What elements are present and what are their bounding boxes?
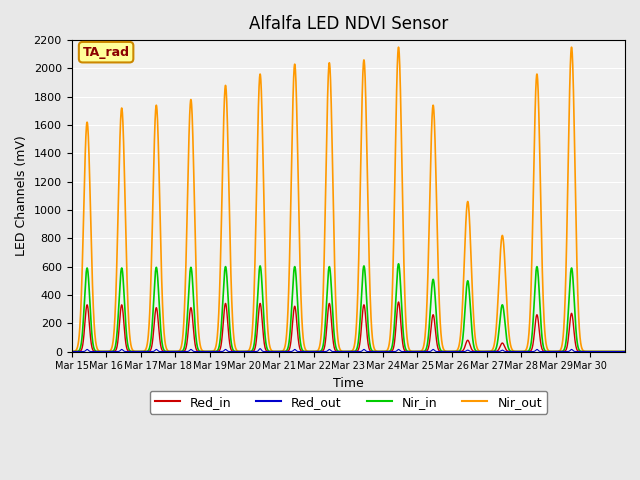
Text: TA_rad: TA_rad	[83, 46, 129, 59]
Title: Alfalfa LED NDVI Sensor: Alfalfa LED NDVI Sensor	[248, 15, 448, 33]
Legend: Red_in, Red_out, Nir_in, Nir_out: Red_in, Red_out, Nir_in, Nir_out	[150, 391, 547, 414]
X-axis label: Time: Time	[333, 377, 364, 390]
Y-axis label: LED Channels (mV): LED Channels (mV)	[15, 135, 28, 256]
